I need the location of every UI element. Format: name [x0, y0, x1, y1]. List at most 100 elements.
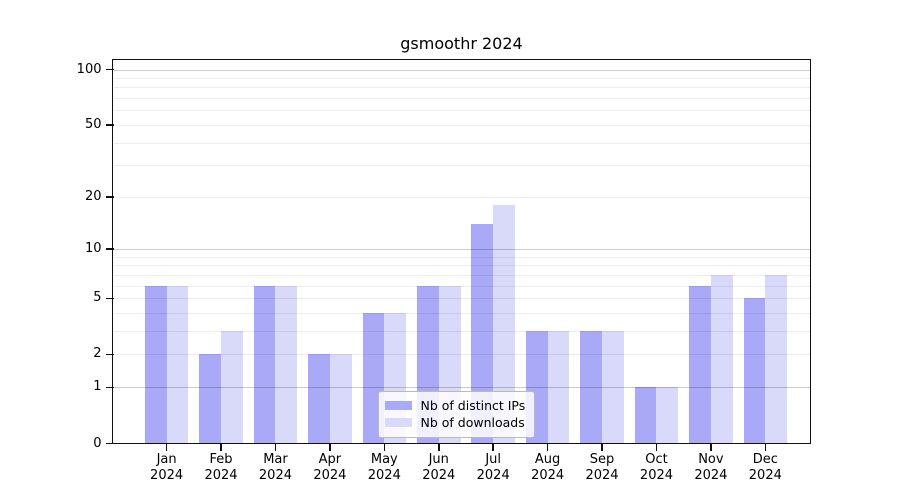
- y-tick-mark-5: [105, 297, 114, 300]
- gridline-minor-70: [113, 98, 811, 100]
- x-tick-year: 2024: [639, 468, 674, 483]
- x-tick-mark-mar: [274, 443, 277, 451]
- x-tick-label-oct: Oct 2024: [624, 452, 688, 485]
- bar-ips-jul: [471, 224, 494, 444]
- y-tick-mark-1: [105, 386, 114, 389]
- gridline-major-1: [113, 387, 811, 389]
- legend: Nb of distinct IPs Nb of downloads: [377, 390, 536, 438]
- x-tick-year: 2024: [476, 468, 510, 483]
- x-tick-month: Sep: [589, 451, 615, 467]
- y-tick-mark-20: [105, 196, 114, 198]
- plot-area: Nb of distinct IPs Nb of downloads 0 1 2 5 10…: [77, 59, 811, 483]
- gridline-minor-5: [113, 298, 811, 300]
- x-tick-label-jun: Jun 2024: [407, 452, 471, 485]
- bar-downloads-apr: [329, 354, 352, 444]
- x-tick-mark-feb: [220, 443, 222, 451]
- x-tick-month: May: [370, 451, 398, 467]
- x-tick-year: 2024: [694, 468, 728, 483]
- y-tick-label-10: 10: [84, 241, 102, 257]
- legend-swatch-downloads: [384, 418, 412, 427]
- bar-downloads-sep: [602, 331, 624, 444]
- x-tick-month: Mar: [263, 451, 288, 467]
- x-tick-label-jan: Jan 2024: [135, 452, 199, 485]
- y-tick-label-0: 0: [93, 435, 102, 451]
- gridline-minor-50: [113, 124, 811, 126]
- legend-entry-downloads: Nb of downloads: [384, 415, 526, 431]
- x-tick-year: 2024: [313, 468, 347, 483]
- gridline-major-10: [113, 249, 811, 251]
- x-tick-label-nov: Nov 2024: [679, 452, 743, 485]
- y-tick-mark-10: [105, 248, 114, 250]
- x-tick-year: 2024: [585, 468, 619, 483]
- x-tick-label-mar: Mar 2024: [243, 452, 307, 485]
- bar-ips-dec: [743, 298, 766, 444]
- bar-downloads-nov: [710, 274, 733, 444]
- x-tick-label-jul: Jul 2024: [461, 452, 525, 485]
- y-tick-label-1: 1: [93, 379, 102, 395]
- x-tick-month: Jun: [428, 451, 449, 467]
- y-tick-label-5: 5: [93, 290, 102, 306]
- x-tick-label-aug: Aug 2024: [516, 452, 580, 485]
- gridline-major-100: [113, 69, 811, 71]
- gridline-minor-40: [113, 142, 811, 144]
- gridline-minor-90: [113, 77, 811, 79]
- x-tick-label-feb: Feb 2024: [189, 452, 253, 485]
- x-tick-mark-dec: [764, 443, 767, 451]
- bar-ips-sep: [580, 331, 603, 444]
- x-tick-mark-oct: [655, 443, 658, 451]
- gridline-minor-6: [113, 285, 811, 287]
- y-tick-mark-0: [105, 442, 114, 445]
- gridline-minor-20: [113, 196, 811, 198]
- x-tick-year: 2024: [150, 468, 184, 483]
- x-tick-month: Apr: [318, 451, 342, 467]
- bar-downloads-dec: [765, 274, 788, 444]
- x-tick-year: 2024: [204, 468, 238, 483]
- gridline-minor-9: [113, 256, 811, 258]
- x-tick-mark-nov: [710, 443, 712, 451]
- gridline-minor-4: [113, 313, 811, 315]
- y-tick-mark-2: [105, 353, 114, 356]
- legend-swatch-ips: [384, 401, 412, 410]
- bar-ips-apr: [308, 354, 330, 444]
- bar-ips-nov: [689, 285, 711, 444]
- x-tick-label-dec: Dec 2024: [733, 452, 797, 485]
- x-tick-mark-may: [383, 443, 386, 451]
- gridline-minor-7: [113, 274, 811, 276]
- y-tick-label-2: 2: [93, 346, 102, 362]
- x-tick-mark-aug: [546, 443, 549, 451]
- bar-downloads-feb: [221, 331, 243, 444]
- bar-ips-jan: [144, 285, 167, 444]
- gridline-minor-30: [113, 165, 811, 167]
- y-tick-label-100: 100: [76, 61, 102, 77]
- x-tick-month: Jan: [156, 451, 177, 467]
- gridline-minor-2: [113, 354, 811, 356]
- bar-ips-oct: [634, 387, 657, 444]
- chart-title: gsmoothr 2024: [400, 34, 523, 53]
- y-tick-label-50: 50: [84, 116, 102, 132]
- x-tick-mark-jan: [165, 443, 168, 451]
- gridline-minor-8: [113, 265, 811, 267]
- x-tick-mark-apr: [329, 443, 331, 451]
- bar-downloads-oct: [656, 387, 679, 444]
- x-tick-month: Jul: [485, 451, 502, 467]
- x-tick-label-apr: Apr 2024: [298, 452, 362, 485]
- x-tick-label-sep: Sep 2024: [570, 452, 634, 485]
- x-tick-month: Oct: [645, 451, 668, 467]
- gridline-minor-3: [113, 331, 811, 333]
- x-tick-mark-sep: [601, 443, 603, 451]
- gridline-minor-60: [113, 110, 811, 112]
- legend-entry-ips: Nb of distinct IPs: [384, 398, 526, 414]
- legend-label-ips: Nb of distinct IPs: [420, 398, 526, 413]
- x-tick-year: 2024: [422, 468, 456, 483]
- x-tick-mark-jun: [438, 443, 440, 451]
- bar-ips-mar: [253, 285, 276, 444]
- x-tick-month: Feb: [209, 451, 233, 467]
- bar-downloads-aug: [547, 331, 570, 444]
- x-tick-month: Dec: [752, 451, 778, 467]
- x-tick-year: 2024: [367, 468, 401, 483]
- x-tick-mark-jul: [492, 443, 494, 451]
- legend-label-downloads: Nb of downloads: [420, 415, 525, 430]
- y-tick-mark-100: [105, 68, 114, 71]
- bar-downloads-jan: [166, 285, 189, 444]
